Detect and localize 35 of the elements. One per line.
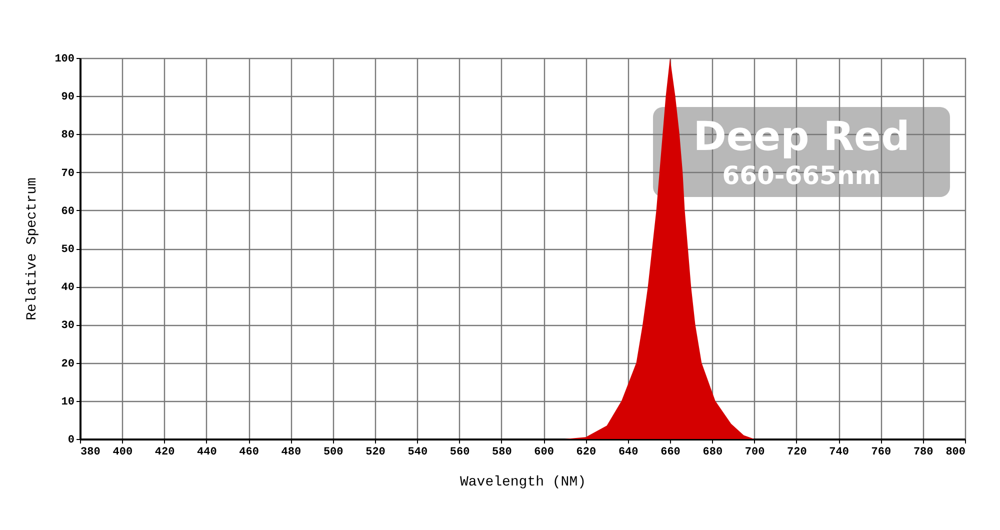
x-tick-label: 500 <box>323 446 344 458</box>
x-tick-label: 420 <box>154 446 175 458</box>
y-tick-label: 10 <box>61 396 74 408</box>
y-tick-label: 20 <box>61 358 74 370</box>
x-tick-label: 760 <box>871 446 892 458</box>
x-tick-label: 380 <box>80 446 100 458</box>
x-tick-label: 520 <box>366 446 386 458</box>
x-tick-label: 440 <box>197 446 217 458</box>
y-tick-label: 100 <box>54 54 74 66</box>
y-tick-label: 40 <box>61 282 74 294</box>
x-tick-label: 660 <box>660 446 680 458</box>
x-tick-label: 700 <box>744 446 765 458</box>
x-tick-label: 640 <box>618 446 638 458</box>
y-tick-label: 80 <box>61 130 74 142</box>
x-tick-label: 780 <box>913 446 934 458</box>
x-tick-label: 800 <box>946 446 966 458</box>
x-tick-label: 460 <box>239 446 259 458</box>
y-tick-label: 70 <box>61 168 74 180</box>
y-tick-label: 90 <box>61 92 74 104</box>
y-tick-label: 30 <box>61 320 74 332</box>
x-tick-label: 720 <box>787 446 807 458</box>
x-tick-label: 560 <box>450 446 470 458</box>
x-tick-label: 620 <box>576 446 596 458</box>
y-axis-title: Relative Spectrum <box>24 178 41 320</box>
x-axis-title: Wavelength (NM) <box>460 474 586 490</box>
x-tick-label: 600 <box>534 446 554 458</box>
x-tick-label: 680 <box>702 446 723 458</box>
x-tick-label: 400 <box>112 446 133 458</box>
y-tick-label: 0 <box>68 434 74 446</box>
x-tick-label: 540 <box>408 446 428 458</box>
y-tick-label: 50 <box>61 244 74 256</box>
x-tick-label: 480 <box>281 446 302 458</box>
x-tick-label: 580 <box>492 446 512 458</box>
x-tick-label: 740 <box>829 446 849 458</box>
y-tick-label: 60 <box>61 206 74 218</box>
